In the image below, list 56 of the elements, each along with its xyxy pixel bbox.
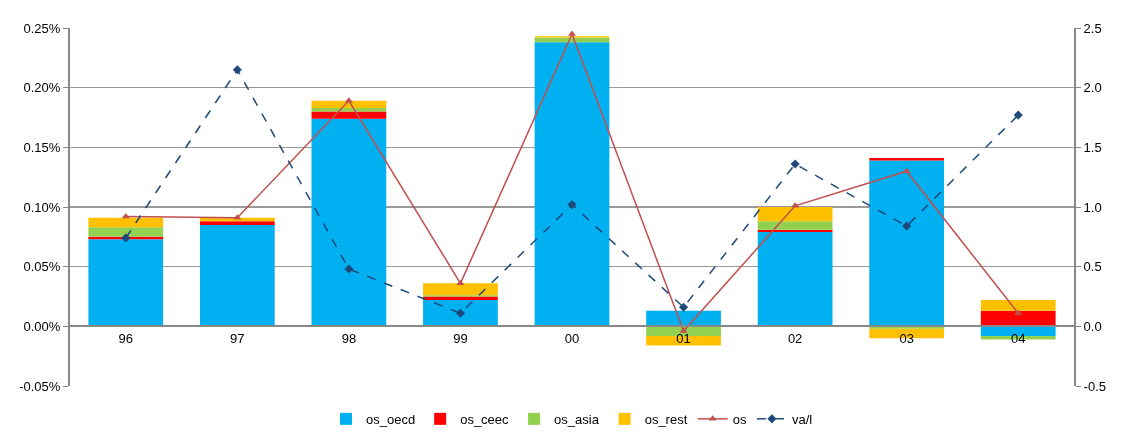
y-tick-label: 0.20% xyxy=(23,80,61,96)
legend-label: os_rest xyxy=(644,411,688,427)
bar xyxy=(311,118,387,327)
point xyxy=(344,264,354,274)
y2-tick-label: 2.5 xyxy=(1083,20,1102,36)
bar xyxy=(646,326,721,336)
y-tick-label: -0.05% xyxy=(19,378,61,394)
y2-tick-label: 0.0 xyxy=(1083,318,1102,334)
point xyxy=(456,279,465,286)
y-tick-label: 0.10% xyxy=(23,199,61,215)
y2-tick-label: 1.0 xyxy=(1083,199,1102,215)
x-tick-label: 00 xyxy=(564,330,580,346)
y2-tick-label: -0.5 xyxy=(1083,378,1107,394)
point xyxy=(567,200,577,210)
legend-label: os xyxy=(732,411,747,427)
point xyxy=(1013,110,1023,120)
point xyxy=(121,233,131,243)
legend-label: os_oecd xyxy=(366,411,416,427)
point xyxy=(455,308,465,318)
x-tick-label: 02 xyxy=(787,330,803,346)
bar xyxy=(199,221,275,225)
y2-tick-label: 1.5 xyxy=(1083,139,1102,155)
point xyxy=(790,159,800,169)
bar xyxy=(423,300,498,327)
y2-tick-label: 0.5 xyxy=(1083,259,1102,275)
x-tick-label: 98 xyxy=(341,330,357,346)
point xyxy=(232,65,242,75)
point xyxy=(902,221,912,231)
x-tick-label: 01 xyxy=(676,330,691,346)
bar xyxy=(199,224,275,327)
bar xyxy=(88,239,164,327)
x-tick-label: 97 xyxy=(230,330,245,346)
y2-tick-label: 2.0 xyxy=(1083,80,1102,96)
bar xyxy=(980,326,1056,336)
bar xyxy=(869,160,945,327)
legend-label: os_asia xyxy=(554,411,600,427)
y-tick-label: 0.05% xyxy=(23,259,61,275)
bar xyxy=(88,217,164,228)
bar xyxy=(534,42,610,327)
bar xyxy=(757,232,833,327)
bar xyxy=(88,227,164,237)
bar xyxy=(980,300,1056,311)
bar xyxy=(757,221,833,230)
bar xyxy=(311,107,387,112)
bar xyxy=(311,100,387,108)
y-tick-label: 0.00% xyxy=(23,318,61,334)
legend-label: va/l xyxy=(791,411,813,427)
x-tick-label: 96 xyxy=(118,330,134,346)
point xyxy=(679,302,689,312)
x-tick-label: 99 xyxy=(453,330,468,346)
y-tick-label: 0.25% xyxy=(23,20,61,36)
bar xyxy=(311,111,387,119)
bar xyxy=(423,283,498,296)
bar xyxy=(757,207,833,222)
y-tick-label: 0.15% xyxy=(23,139,61,155)
legend-label: os_ceec xyxy=(460,411,510,427)
